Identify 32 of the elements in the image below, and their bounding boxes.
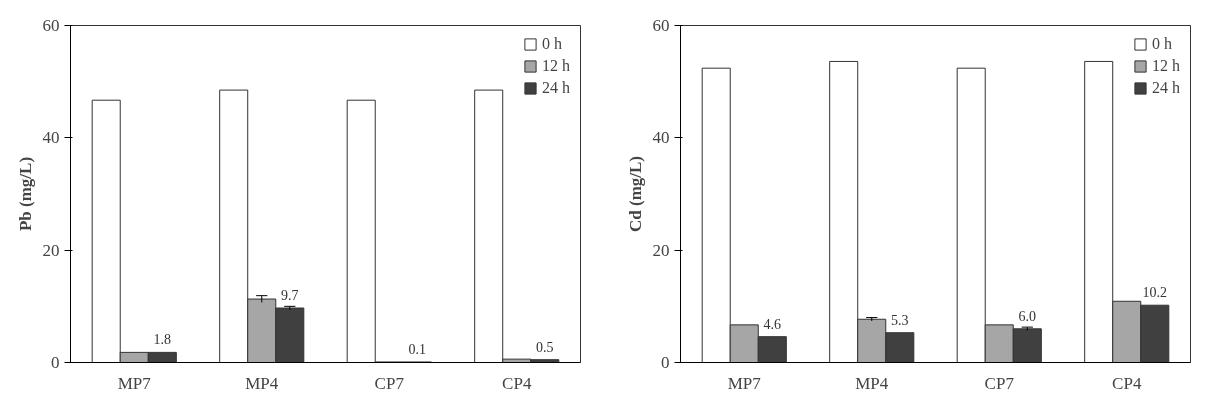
x-tick-label: CP4 bbox=[1112, 373, 1142, 393]
y-tick-label: 60 bbox=[42, 16, 60, 35]
y-axis-title: Pb (mg/L) bbox=[15, 156, 35, 232]
legend-label: 0 h bbox=[1152, 35, 1172, 53]
x-tick-label: MP7 bbox=[117, 373, 152, 393]
legend-label: 0 h bbox=[542, 35, 562, 53]
legend-label: 12 h bbox=[542, 57, 570, 75]
y-tick-label: 20 bbox=[42, 240, 60, 260]
x-tick-label: MP4 bbox=[245, 373, 279, 393]
data-label: 9.7 bbox=[281, 288, 299, 304]
data-label: 6.0 bbox=[1018, 308, 1037, 324]
y-tick-label: 60 bbox=[652, 16, 670, 35]
legend-label: 24 h bbox=[1152, 79, 1180, 97]
y-axis-title: Cd (mg/L) bbox=[625, 155, 645, 233]
y-tick-label: 40 bbox=[42, 128, 60, 148]
y-tick-label: 0 bbox=[661, 353, 670, 372]
y-tick-label: 0 bbox=[51, 353, 60, 372]
legend-label: 24 h bbox=[542, 79, 570, 97]
x-tick-label: CP7 bbox=[984, 373, 1015, 393]
data-label: 0.1 bbox=[408, 341, 427, 357]
data-label: 5.3 bbox=[891, 312, 909, 328]
x-tick-label: MP7 bbox=[727, 373, 762, 393]
y-tick-label: 20 bbox=[652, 240, 670, 260]
x-tick-label: CP4 bbox=[502, 373, 532, 393]
data-label: 10.2 bbox=[1142, 285, 1168, 301]
x-tick-label: CP7 bbox=[374, 373, 405, 393]
x-tick-label: MP4 bbox=[855, 373, 889, 393]
data-label: 0.5 bbox=[536, 339, 554, 355]
y-tick-label: 40 bbox=[652, 128, 670, 148]
legend-label: 12 h bbox=[1152, 57, 1180, 75]
data-label: 4.6 bbox=[763, 316, 782, 332]
data-label: 1.8 bbox=[153, 332, 172, 348]
